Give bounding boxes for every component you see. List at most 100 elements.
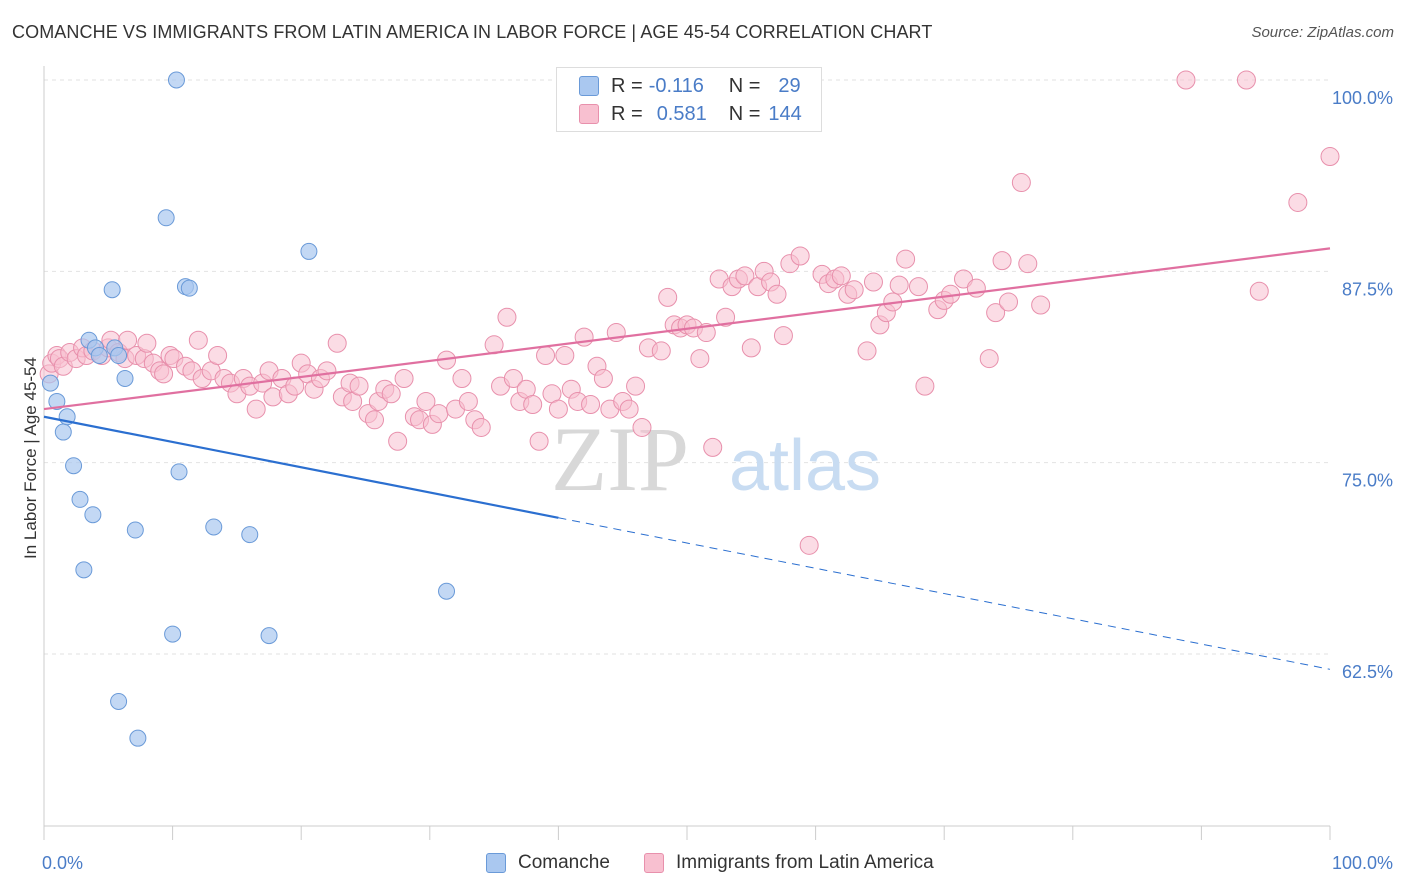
bottom-legend: Comanche Immigrants from Latin America bbox=[0, 852, 1406, 878]
point-comanche bbox=[300, 242, 318, 260]
point-comanche bbox=[71, 490, 89, 508]
point-latin-america bbox=[523, 395, 543, 415]
y-tick-label: 100.0% bbox=[1332, 88, 1393, 108]
point-latin-america bbox=[208, 346, 228, 366]
grid-lines bbox=[44, 79, 1330, 655]
point-latin-america bbox=[857, 341, 877, 361]
legend-n-value: 29 bbox=[778, 74, 801, 97]
point-latin-america bbox=[1320, 147, 1340, 167]
point-latin-america bbox=[529, 431, 549, 451]
point-latin-america bbox=[381, 384, 401, 404]
point-latin-america bbox=[1176, 70, 1196, 90]
point-comanche bbox=[205, 518, 223, 536]
point-comanche bbox=[260, 627, 278, 645]
point-latin-america bbox=[429, 404, 449, 424]
point-latin-america bbox=[767, 284, 787, 304]
point-comanche bbox=[241, 526, 259, 544]
trend-lines bbox=[43, 247, 1331, 670]
source-label: Source: ZipAtlas.com bbox=[1251, 24, 1394, 41]
point-latin-america bbox=[263, 387, 283, 407]
point-latin-america bbox=[896, 249, 916, 269]
point-comanche bbox=[170, 463, 188, 481]
point-latin-america bbox=[658, 287, 678, 307]
y-tick-label: 75.0% bbox=[1342, 471, 1393, 491]
point-latin-america bbox=[503, 368, 523, 388]
legend-n-label: N = bbox=[728, 74, 761, 97]
point-comanche bbox=[41, 374, 59, 392]
point-comanche bbox=[164, 625, 182, 643]
point-latin-america bbox=[908, 277, 928, 297]
bottom-legend-comanche: Comanche bbox=[486, 852, 610, 874]
point-latin-america bbox=[548, 399, 568, 419]
point-latin-america bbox=[915, 376, 935, 396]
legend-r-value: 0.581 bbox=[656, 102, 707, 125]
x-tick-label: 100.0% bbox=[1332, 853, 1393, 873]
watermark-zip: ZIP bbox=[551, 408, 689, 510]
point-latin-america bbox=[349, 376, 369, 396]
axes bbox=[43, 66, 1331, 840]
point-latin-america bbox=[986, 303, 1006, 323]
point-comanche bbox=[75, 561, 93, 579]
point-comanche bbox=[157, 209, 175, 227]
point-latin-america bbox=[799, 535, 819, 555]
point-latin-america bbox=[555, 346, 575, 366]
point-latin-america bbox=[118, 330, 138, 350]
point-latin-america bbox=[979, 349, 999, 369]
point-latin-america bbox=[1249, 281, 1269, 301]
trend-line-comanche-extension bbox=[558, 517, 1331, 670]
point-latin-america bbox=[992, 251, 1012, 271]
watermark-atlas: atlas bbox=[729, 426, 881, 506]
legend-n-value: 144 bbox=[768, 102, 802, 125]
point-latin-america bbox=[581, 395, 601, 415]
legend-n-label: N = bbox=[728, 102, 761, 125]
point-comanche bbox=[54, 423, 72, 441]
point-latin-america bbox=[154, 364, 174, 384]
point-latin-america bbox=[452, 368, 472, 388]
point-comanche bbox=[116, 369, 134, 387]
point-latin-america bbox=[388, 431, 408, 451]
point-latin-america bbox=[365, 410, 385, 430]
point-latin-america bbox=[188, 330, 208, 350]
point-latin-america bbox=[497, 307, 517, 327]
x-tick-label: 0.0% bbox=[42, 853, 83, 873]
point-comanche bbox=[126, 521, 144, 539]
trend-line-comanche bbox=[43, 415, 559, 519]
point-latin-america bbox=[536, 346, 556, 366]
tick-labels: 62.5% 75.0% 87.5% 100.0% 0.0% 100.0% bbox=[42, 88, 1393, 873]
bottom-legend-label-latin-america: Immigrants from Latin America bbox=[676, 852, 934, 873]
bottom-legend-swatch-comanche bbox=[486, 853, 506, 873]
point-latin-america bbox=[1288, 192, 1308, 212]
legend-row-latin-america: R = 0.581 N = 144 bbox=[579, 101, 802, 127]
trend-line-latin-america bbox=[43, 247, 1331, 411]
point-comanche bbox=[103, 281, 121, 299]
point-comanche bbox=[110, 692, 128, 710]
point-latin-america bbox=[889, 275, 909, 295]
point-latin-america bbox=[1011, 173, 1031, 193]
point-latin-america bbox=[593, 368, 613, 388]
point-comanche bbox=[84, 506, 102, 524]
y-axis-label: In Labor Force | Age 45-54 bbox=[21, 357, 40, 559]
bottom-legend-latin-america: Immigrants from Latin America bbox=[644, 852, 934, 874]
point-latin-america bbox=[703, 437, 723, 457]
legend-swatch-latin-america bbox=[579, 104, 599, 124]
point-latin-america bbox=[966, 278, 986, 298]
point-comanche bbox=[180, 279, 198, 297]
y-tick-label: 62.5% bbox=[1342, 662, 1393, 682]
point-latin-america bbox=[790, 246, 810, 266]
y-tick-label: 87.5% bbox=[1342, 279, 1393, 299]
point-latin-america bbox=[458, 391, 478, 411]
point-latin-america bbox=[632, 417, 652, 437]
point-latin-america bbox=[327, 333, 347, 353]
point-latin-america bbox=[953, 269, 973, 289]
point-comanche bbox=[129, 729, 147, 747]
legend-r-label: R = bbox=[611, 102, 643, 125]
point-comanche bbox=[110, 347, 128, 365]
point-latin-america bbox=[863, 272, 883, 292]
point-latin-america bbox=[690, 349, 710, 369]
legend-row-comanche: R = -0.116 N = 29 bbox=[579, 73, 801, 99]
legend-r-label: R = bbox=[611, 74, 643, 97]
point-latin-america bbox=[626, 376, 646, 396]
legend: R = -0.116 N = 29 R = 0.581 N = 144 bbox=[556, 67, 822, 132]
point-latin-america bbox=[999, 292, 1018, 312]
point-latin-america bbox=[844, 280, 864, 300]
